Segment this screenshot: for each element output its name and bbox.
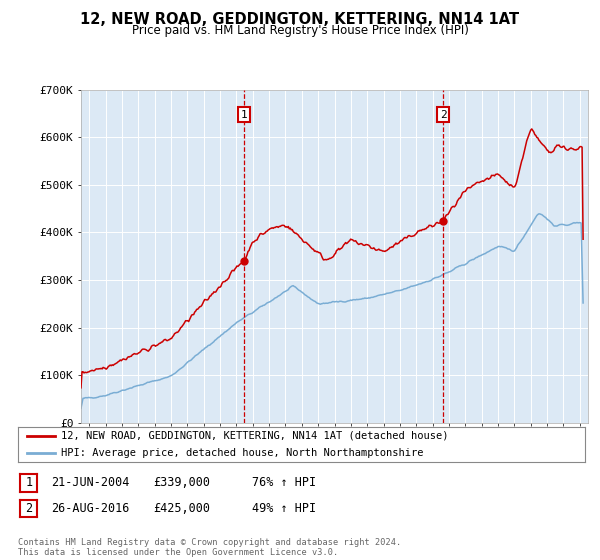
Text: 1: 1 [241,110,247,120]
Text: 12, NEW ROAD, GEDDINGTON, KETTERING, NN14 1AT: 12, NEW ROAD, GEDDINGTON, KETTERING, NN1… [80,12,520,27]
Text: £339,000: £339,000 [153,476,210,489]
Text: £425,000: £425,000 [153,502,210,515]
Text: HPI: Average price, detached house, North Northamptonshire: HPI: Average price, detached house, Nort… [61,449,423,458]
Text: 2: 2 [440,110,446,120]
Text: 2: 2 [25,502,32,515]
Text: Price paid vs. HM Land Registry's House Price Index (HPI): Price paid vs. HM Land Registry's House … [131,24,469,37]
Text: 26-AUG-2016: 26-AUG-2016 [51,502,130,515]
Text: 21-JUN-2004: 21-JUN-2004 [51,476,130,489]
Text: 76% ↑ HPI: 76% ↑ HPI [252,476,316,489]
Text: 12, NEW ROAD, GEDDINGTON, KETTERING, NN14 1AT (detached house): 12, NEW ROAD, GEDDINGTON, KETTERING, NN1… [61,431,448,441]
Text: 1: 1 [25,476,32,489]
Text: 49% ↑ HPI: 49% ↑ HPI [252,502,316,515]
Text: Contains HM Land Registry data © Crown copyright and database right 2024.
This d: Contains HM Land Registry data © Crown c… [18,538,401,557]
